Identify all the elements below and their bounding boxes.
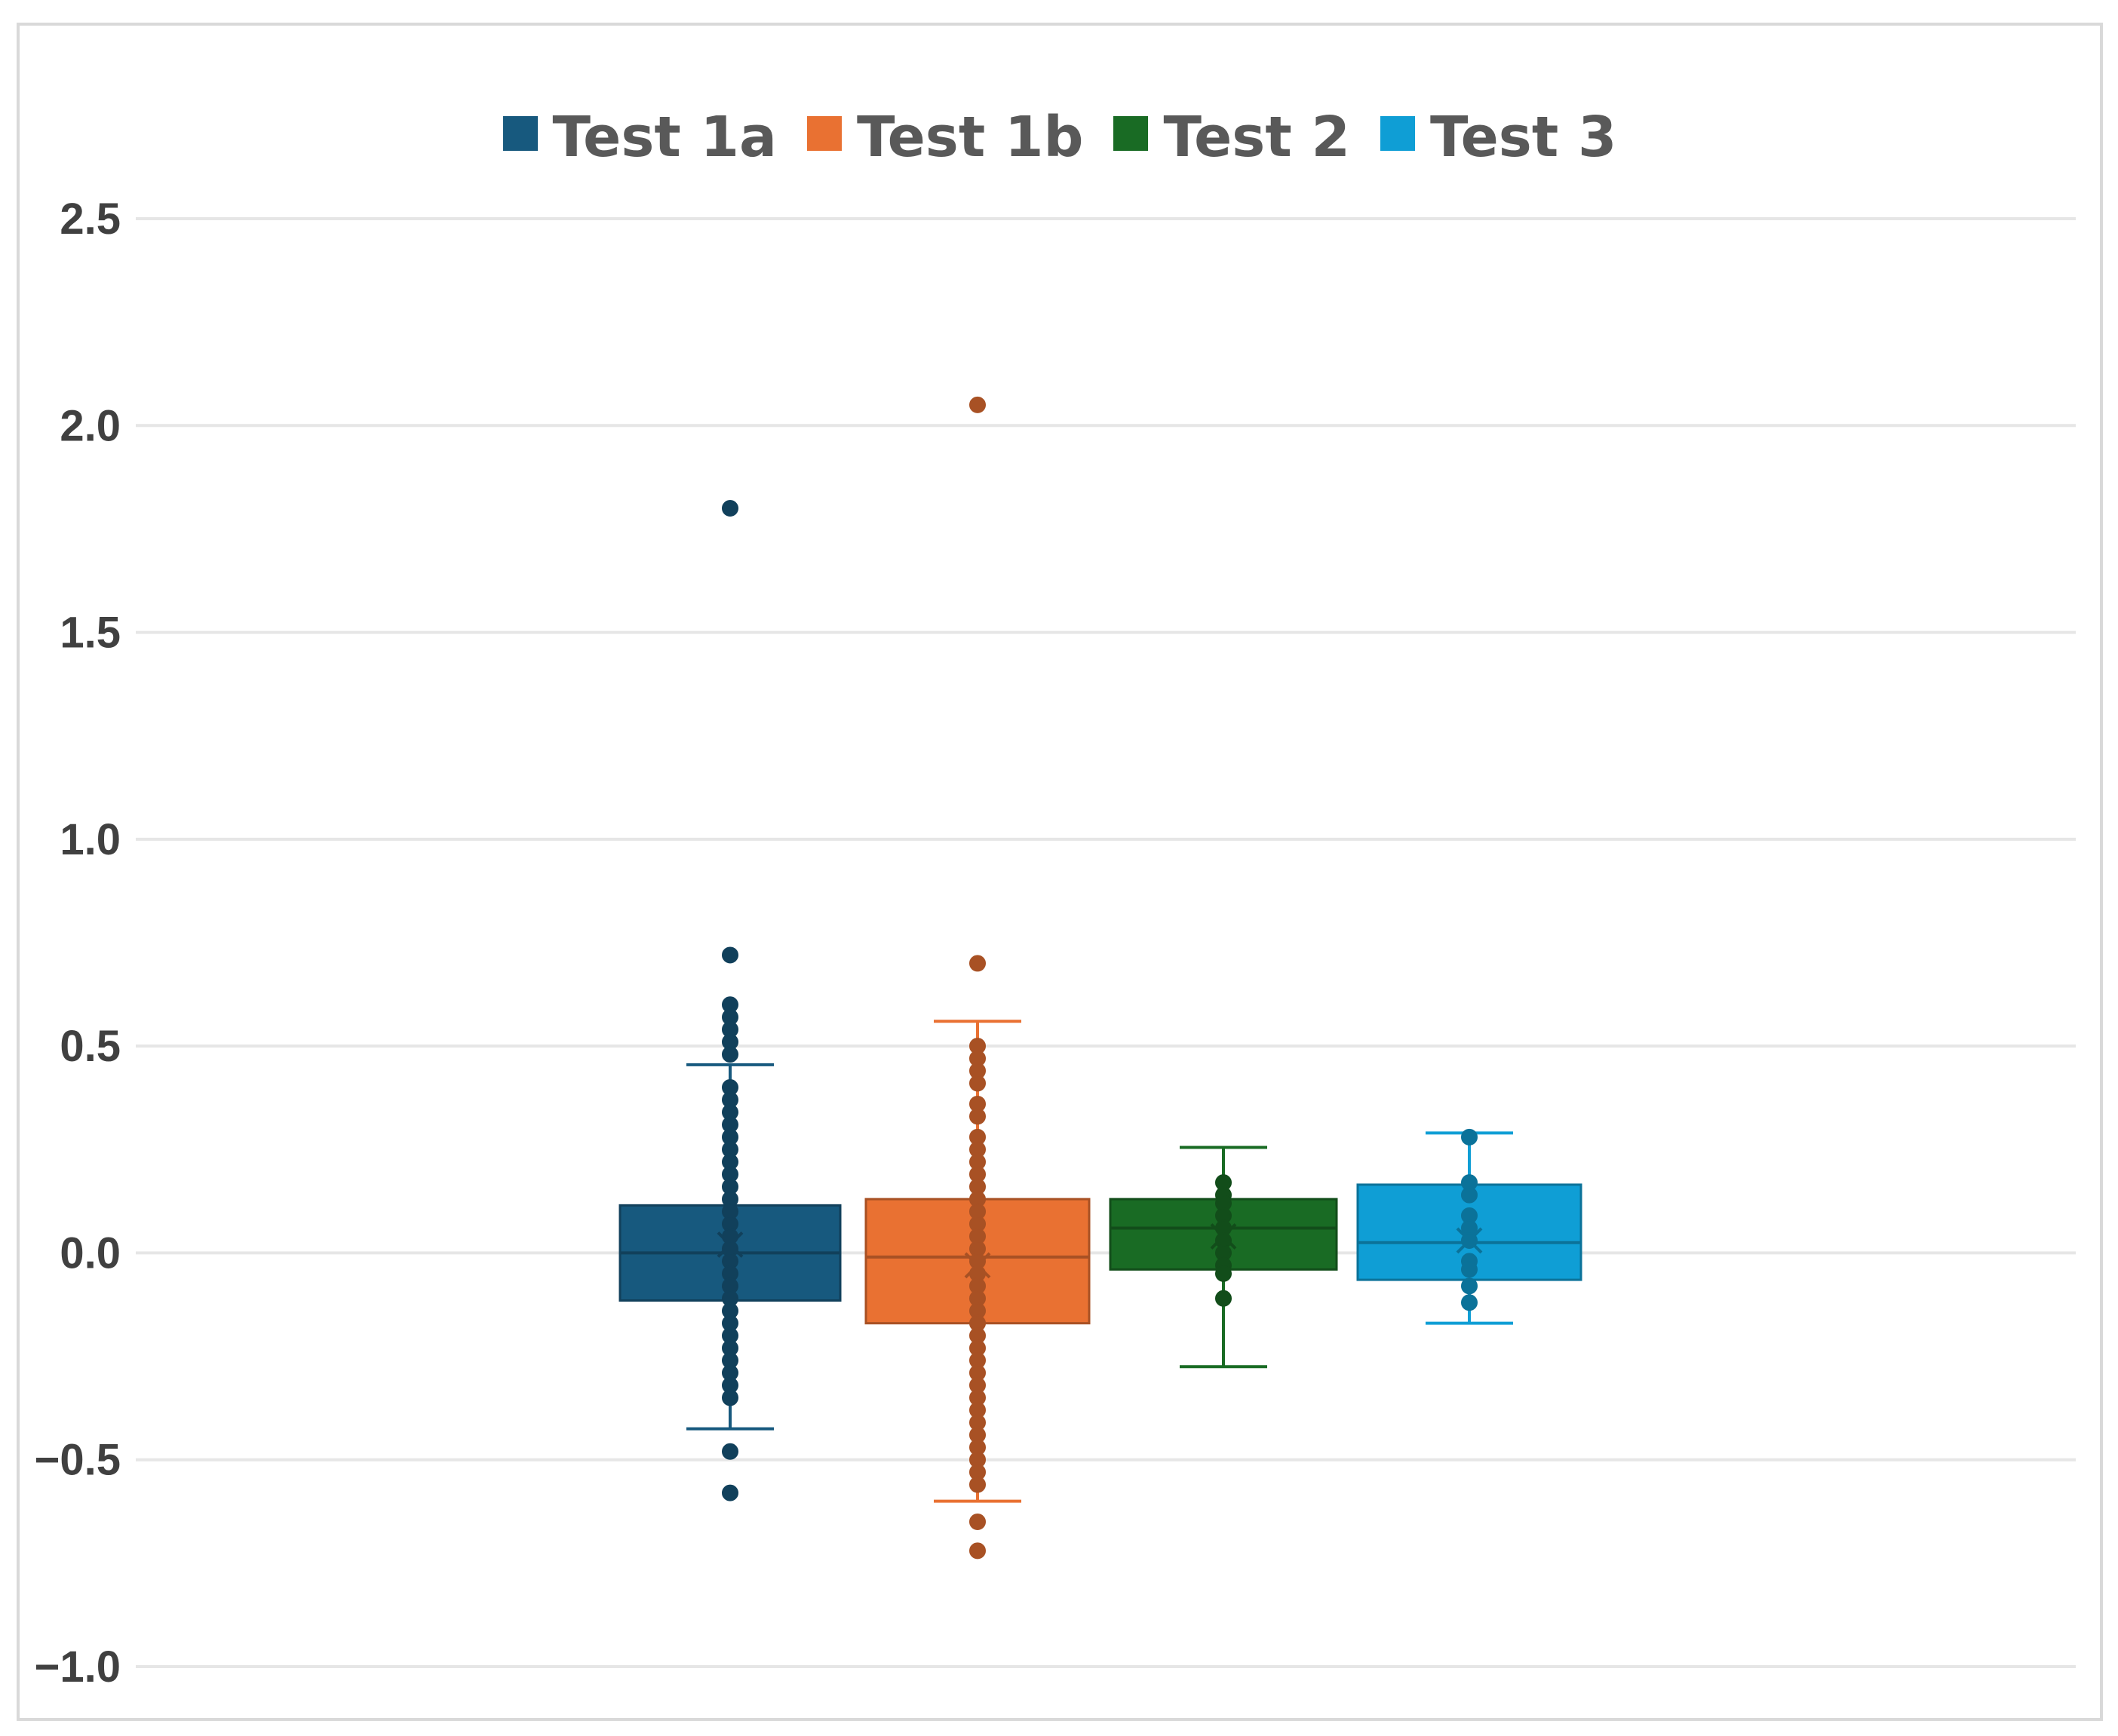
boxes [619,396,1582,1560]
data-point [969,1514,986,1530]
box-test-3 [1356,1128,1582,1325]
y-tick-label: 2.0 [60,401,121,450]
data-point [1461,1128,1478,1146]
legend-label-test-1b: Test 1b [856,105,1084,170]
data-point [722,1389,738,1406]
mean-marker [717,1231,744,1258]
data-point [722,1443,738,1460]
chart-frame: Test 1a Test 1b Test 2 Test 3 [17,23,2103,1721]
mean-marker [1210,1223,1237,1250]
y-tick-label: −1.0 [35,1642,121,1692]
y-tick-label: 0.0 [60,1228,121,1277]
mean-marker [1456,1227,1483,1254]
data-point [969,1075,986,1092]
data-point [969,955,986,972]
y-tick-label: 2.5 [60,195,121,244]
y-tick-label: −0.5 [35,1436,121,1485]
data-point [722,946,738,964]
data-point [1215,1265,1232,1282]
y-tick-label: 0.5 [60,1022,121,1071]
box-test-2 [1109,1146,1338,1369]
gridlines [136,217,2076,1668]
data-point [969,1108,986,1125]
legend: Test 1a Test 1b Test 2 Test 3 [20,105,2100,170]
legend-item-test-1a: Test 1a [502,105,777,170]
data-point [969,1542,986,1560]
legend-swatch-test-2 [1113,116,1149,151]
data-point [1461,1294,1478,1311]
legend-label-test-2: Test 2 [1163,105,1350,170]
data-point [1215,1290,1232,1307]
data-point [722,1046,738,1063]
y-tick-label: 1.5 [60,609,121,658]
legend-label-test-1a: Test 1a [552,105,777,170]
legend-item-test-1b: Test 1b [806,105,1084,170]
box-test-1a [619,500,842,1501]
y-axis: 2.5 2.0 1.5 1.0 0.5 0.0 −0.5 −1.0 [35,195,121,1692]
data-point [1461,1261,1478,1278]
legend-swatch-test-1b [806,116,842,151]
legend-label-test-3: Test 3 [1429,105,1617,170]
data-point [1461,1186,1478,1204]
data-point [969,1476,986,1493]
data-point [722,500,738,517]
legend-swatch-test-3 [1380,116,1415,151]
legend-swatch-test-1a [502,116,538,151]
data-point [969,396,986,413]
y-tick-label: 1.0 [60,815,121,864]
legend-item-test-3: Test 3 [1380,105,1617,170]
data-point [1461,1277,1478,1295]
data-point [722,1484,738,1501]
mean-marker [964,1252,991,1279]
legend-item-test-2: Test 2 [1113,105,1350,170]
box-test-1b [864,396,1091,1560]
